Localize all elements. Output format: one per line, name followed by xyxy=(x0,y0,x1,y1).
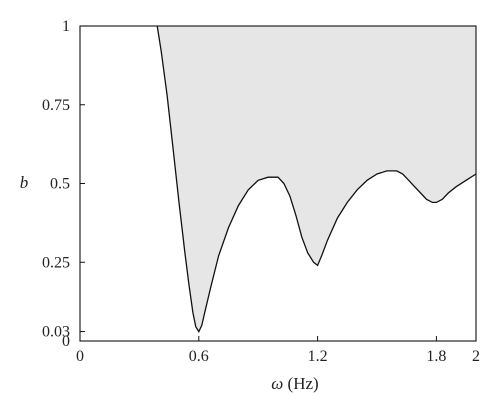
y-tick-label: 0.75 xyxy=(42,97,70,114)
x-axis-label-unit: (Hz) xyxy=(283,374,318,393)
y-axis-ticks: 00.03 0.25 0.5 0.75 1 xyxy=(42,18,85,350)
y-tick-label: 0 xyxy=(62,333,70,350)
x-tick-label: 0.6 xyxy=(189,348,209,365)
x-axis-label: ω (Hz) xyxy=(271,374,318,393)
plot-area xyxy=(79,25,477,342)
y-tick-label: 1 xyxy=(62,18,70,35)
boundary-curve xyxy=(156,25,477,333)
stable-region-fill xyxy=(157,26,476,332)
y-tick-label: 0.03 xyxy=(42,324,70,341)
x-axis-ticks: 0 0.6 1.2 1.8 2 xyxy=(76,336,480,365)
x-tick-label: 0 xyxy=(76,348,84,365)
y-axis-label: b xyxy=(20,173,29,192)
y-tick-label: 0.5 xyxy=(50,176,70,193)
x-tick-label: 1.2 xyxy=(308,348,328,365)
x-axis-label-symbol: ω xyxy=(271,374,283,393)
y-tick-label: 0.25 xyxy=(42,254,70,271)
x-tick-label: 2 xyxy=(472,348,480,365)
x-tick-label: 1.8 xyxy=(426,348,446,365)
